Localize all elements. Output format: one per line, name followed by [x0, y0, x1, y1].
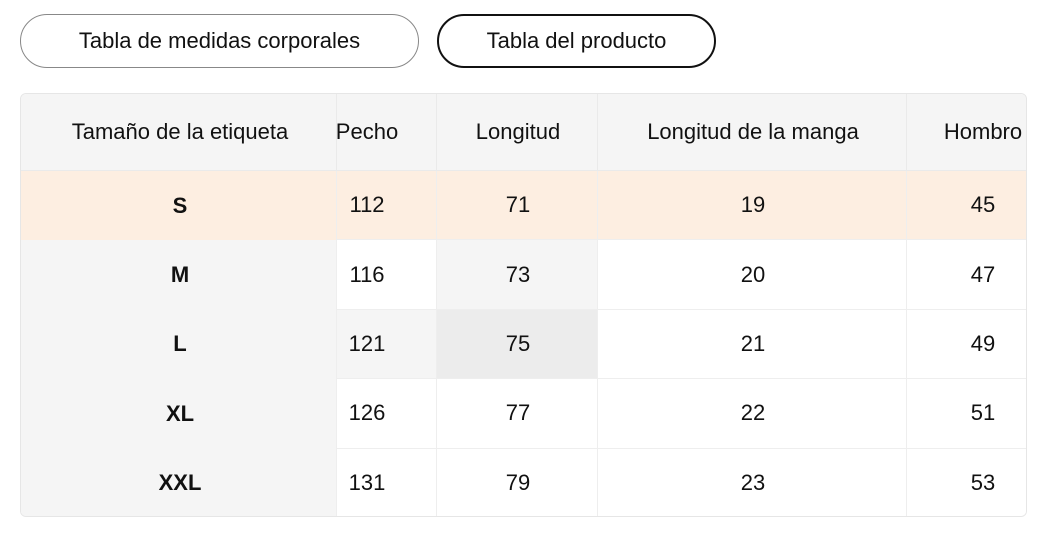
table-cell: 49 — [907, 309, 1026, 380]
size-label: S — [21, 171, 337, 241]
table-cell: 22 — [598, 379, 907, 449]
table-cell: 19 — [598, 171, 907, 241]
table-cell: 75 — [437, 309, 598, 380]
column-header: Tamaño de la etiqueta — [21, 94, 337, 171]
table-cell: 126 — [337, 379, 437, 449]
table-cell: 47 — [907, 240, 1026, 310]
table-cell: 71 — [437, 171, 598, 241]
table-cell: 112 — [337, 171, 437, 241]
tab-selected[interactable]: Tabla del producto — [437, 14, 716, 68]
table-cell: 45 — [907, 171, 1026, 241]
table-cell: 116 — [337, 240, 437, 310]
table-cell: 79 — [437, 448, 598, 516]
table-cell: 77 — [437, 379, 598, 449]
table-cell: 20 — [598, 240, 907, 310]
size-label: L — [21, 309, 337, 380]
size-label: XXL — [21, 448, 337, 516]
size-table: Tamaño de la etiqueta Pecho Longitud Longit… — [20, 93, 1027, 517]
table-cell: 73 — [437, 240, 598, 310]
table-cell: 21 — [598, 309, 907, 380]
column-header: Pecho — [337, 94, 437, 171]
table-cell: 121 — [337, 309, 437, 380]
tab[interactable]: Tabla de medidas corporales — [20, 14, 419, 68]
column-header: Hombro — [907, 94, 1026, 171]
size-label: XL — [21, 379, 337, 449]
table-cell: 53 — [907, 448, 1026, 516]
column-header: Longitud — [437, 94, 598, 171]
size-label: M — [21, 240, 337, 310]
table-cell: 131 — [337, 448, 437, 516]
table-cell: 51 — [907, 379, 1026, 449]
column-header: Longitud de la manga — [598, 94, 907, 171]
table-cell: 23 — [598, 448, 907, 516]
